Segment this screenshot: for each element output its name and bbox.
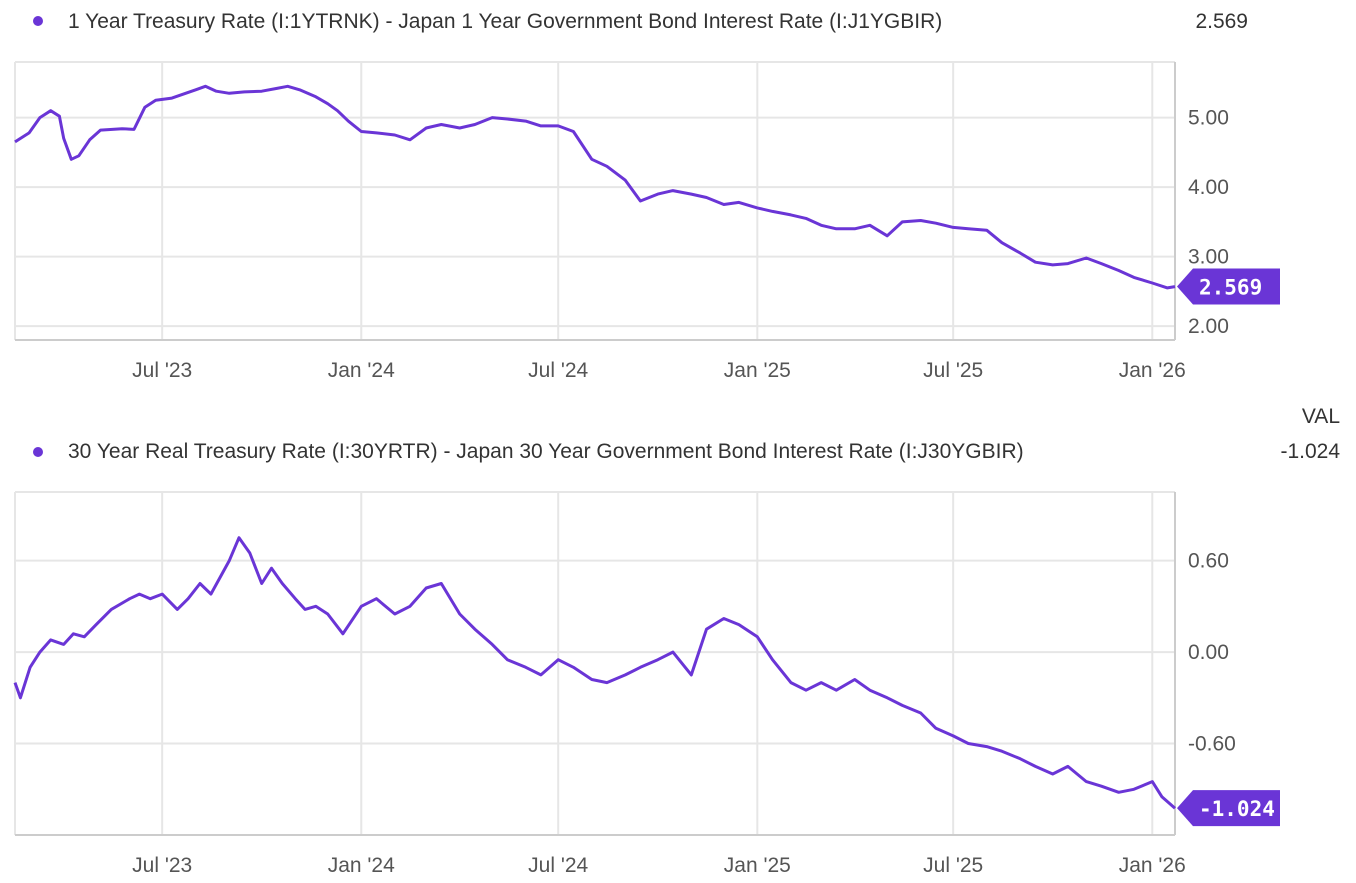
x-tick-label: Jan '26 <box>1119 359 1186 382</box>
x-tick-label: Jul '25 <box>923 359 983 382</box>
y-tick-label: 0.60 <box>1188 550 1229 573</box>
y-tick-label: 5.00 <box>1188 107 1229 130</box>
x-tick-label: Jan '26 <box>1119 854 1186 877</box>
series-line[interactable] <box>14 84 1176 290</box>
legend-latest-value: 2.569 <box>1195 10 1248 33</box>
x-tick-label: Jan '25 <box>724 854 791 877</box>
x-tick-label: Jul '24 <box>528 854 588 877</box>
last-value-badge: -1.024 <box>1177 790 1280 827</box>
legend-latest-value: -1.024 <box>1280 440 1340 463</box>
x-tick-label: Jul '23 <box>132 854 192 877</box>
line-chart[interactable]: 0.60 0.00 -0.60 Jul '23 Jan '24 Jul '24 Jan '2… <box>0 430 1356 883</box>
legend-label: 30 Year Real Treasury Rate (I:30YRTR) - … <box>68 440 1024 463</box>
x-tick-label: Jan '24 <box>328 359 395 382</box>
y-tick-label: 4.00 <box>1188 176 1229 199</box>
chart-panel-2: 30 Year Real Treasury Rate (I:30YRTR) - … <box>0 430 1356 883</box>
x-tick-label: Jul '24 <box>528 359 588 382</box>
x-tick-label: Jul '23 <box>132 359 192 382</box>
last-value-badge: 2.569 <box>1177 268 1280 305</box>
chart-panel-1: 1 Year Treasury Rate (I:1YTRNK) - Japan … <box>0 0 1356 400</box>
y-tick-label: -0.60 <box>1188 733 1236 756</box>
series-dot-icon <box>33 447 43 457</box>
value-column-header: VAL <box>1301 405 1340 428</box>
badge-value: 2.569 <box>1199 276 1262 300</box>
y-tick-label: 2.00 <box>1188 315 1229 338</box>
badge-shape <box>1177 790 1280 827</box>
x-tick-label: Jan '25 <box>724 359 791 382</box>
x-tick-label: Jan '24 <box>328 854 395 877</box>
y-tick-label: 3.00 <box>1188 246 1229 269</box>
line-chart[interactable]: 5.00 4.00 3.00 2.00 Jul '23 Jan '24 Jul '24 Jan… <box>0 0 1356 400</box>
legend-label: 1 Year Treasury Rate (I:1YTRNK) - Japan … <box>68 10 943 33</box>
y-tick-label: 0.00 <box>1188 641 1229 664</box>
series-dot-icon <box>33 16 43 26</box>
x-tick-label: Jul '25 <box>923 854 983 877</box>
badge-shape <box>1177 268 1280 305</box>
series-line[interactable] <box>13 536 1176 810</box>
badge-value: -1.024 <box>1199 797 1275 821</box>
